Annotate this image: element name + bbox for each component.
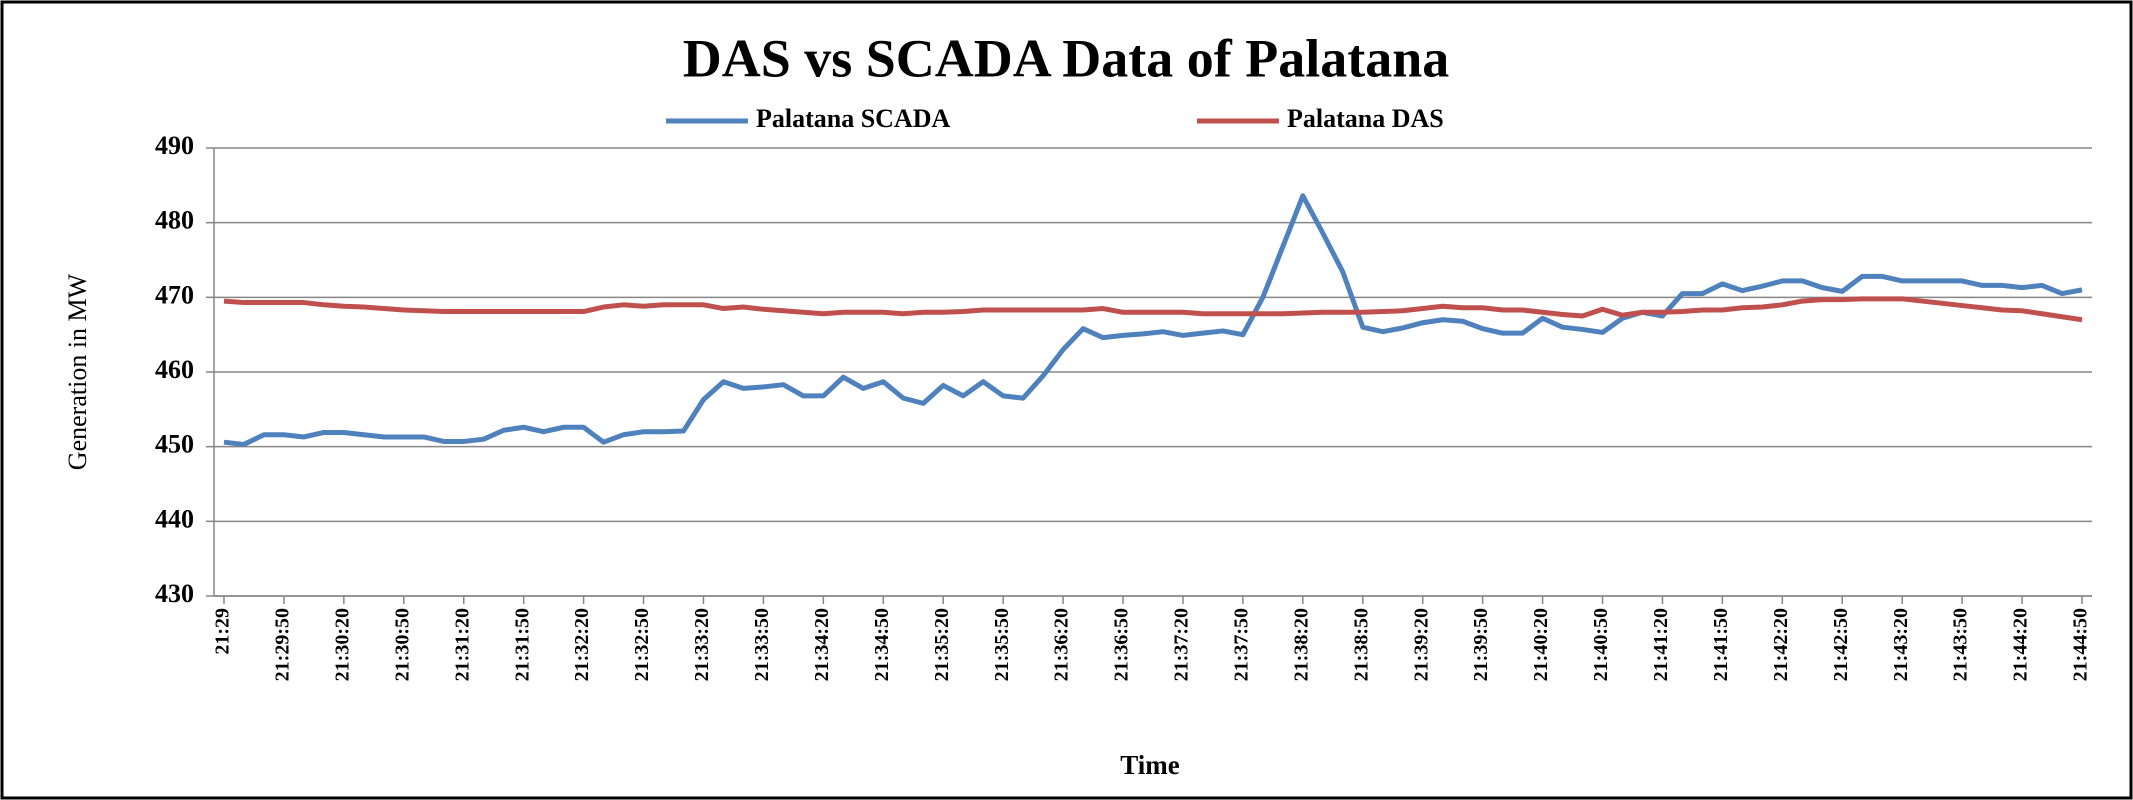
y-tick-label: 470	[155, 280, 194, 309]
x-tick-label: 21:40:20	[1530, 608, 1552, 681]
x-tick-label: 21:41:20	[1650, 608, 1672, 681]
x-tick-label: 21:43:20	[1890, 608, 1912, 681]
x-tick-label: 21:37:50	[1230, 608, 1252, 681]
x-tick-label: 21:34:20	[811, 608, 833, 681]
x-tick-label: 21:33:20	[691, 608, 713, 681]
x-tick-label: 21:36:50	[1111, 608, 1133, 681]
x-axis-label: Time	[1120, 750, 1180, 780]
x-tick-label: 21:41:50	[1710, 608, 1732, 681]
x-tick-label: 21:29	[212, 608, 234, 655]
x-tick-label: 21:38:50	[1350, 608, 1372, 681]
y-tick-label: 460	[155, 355, 194, 384]
x-tick-label: 21:43:50	[1950, 608, 1972, 681]
y-tick-label: 490	[155, 131, 194, 160]
x-tick-label: 21:29:50	[272, 608, 294, 681]
x-tick-label: 21:31:20	[451, 608, 473, 681]
y-tick-label: 440	[155, 504, 194, 533]
x-tick-label: 21:32:50	[631, 608, 653, 681]
y-tick-label: 450	[155, 430, 194, 459]
x-tick-label: 21:39:20	[1410, 608, 1432, 681]
x-tick-label: 21:35:20	[931, 608, 953, 681]
y-tick-label: 480	[155, 206, 194, 235]
x-tick-label: 21:37:20	[1171, 608, 1193, 681]
legend-label: Palatana DAS	[1287, 104, 1444, 133]
x-tick-label: 21:32:20	[571, 608, 593, 681]
series-line	[223, 193, 2083, 447]
x-tick-label: 21:42:20	[1770, 608, 1792, 681]
y-axis-label: Generation in MW	[63, 273, 92, 470]
x-tick-label: 21:36:20	[1051, 608, 1073, 681]
x-tick-label: 21:38:20	[1290, 608, 1312, 681]
x-tick-label: 21:42:50	[1830, 608, 1852, 681]
series-line	[223, 296, 2083, 323]
x-tick-label: 21:34:50	[871, 608, 893, 681]
x-tick-label: 21:33:50	[751, 608, 773, 681]
y-tick-label: 430	[155, 579, 194, 608]
x-tick-label: 21:35:50	[991, 608, 1013, 681]
legend-label: Palatana SCADA	[756, 104, 951, 133]
x-tick-label: 21:39:50	[1470, 608, 1492, 681]
x-tick-label: 21:31:50	[511, 608, 533, 681]
x-tick-label: 21:30:20	[331, 608, 353, 681]
chart-title: DAS vs SCADA Data of Palatana	[683, 28, 1450, 88]
x-tick-label: 21:44:20	[2010, 608, 2032, 681]
x-tick-label: 21:30:50	[391, 608, 413, 681]
x-tick-label: 21:40:50	[1590, 608, 1612, 681]
x-tick-label: 21:44:50	[2070, 608, 2092, 681]
